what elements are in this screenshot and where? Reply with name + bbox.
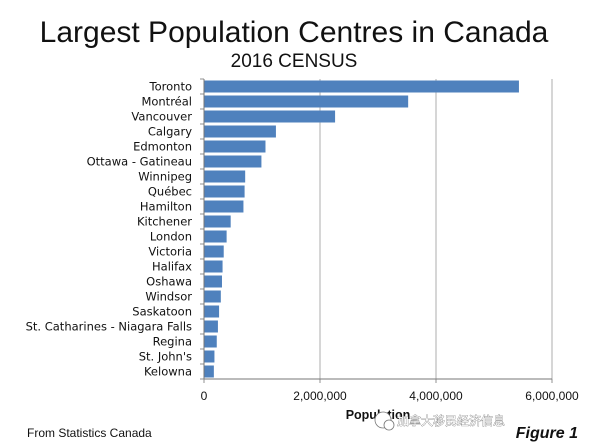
bar-kelowna bbox=[204, 365, 214, 378]
bar-winnipeg bbox=[204, 170, 246, 183]
category-label: Regina bbox=[153, 335, 192, 349]
bar-kitchener bbox=[204, 215, 231, 228]
category-label: Calgary bbox=[148, 125, 192, 139]
category-label: Kelowna bbox=[144, 365, 192, 379]
bar-halifax bbox=[204, 260, 223, 273]
category-label: Oshawa bbox=[146, 275, 192, 289]
bar-regina bbox=[204, 335, 217, 348]
source-note: From Statistics Canada bbox=[27, 426, 152, 440]
bar-qu-bec bbox=[204, 185, 245, 198]
bar-st-catharines-niagara-falls bbox=[204, 320, 218, 333]
category-label: Ottawa - Gatineau bbox=[87, 155, 192, 169]
category-label: Edmonton bbox=[133, 140, 192, 154]
category-label: Victoria bbox=[148, 245, 192, 259]
bar-saskatoon bbox=[204, 305, 220, 318]
x-tick-label: 6,000,000 bbox=[525, 389, 579, 403]
wechat-icon-bubble bbox=[383, 419, 395, 431]
figure-label: Figure 1 bbox=[516, 425, 578, 442]
category-label: Windsor bbox=[145, 290, 192, 304]
category-label: Montréal bbox=[141, 95, 192, 109]
bar-windsor bbox=[204, 290, 221, 303]
category-label: Québec bbox=[148, 185, 192, 199]
category-label: Saskatoon bbox=[132, 305, 192, 319]
x-tick-label: 4,000,000 bbox=[409, 389, 463, 403]
bar-edmonton bbox=[204, 140, 266, 153]
bar-oshawa bbox=[204, 275, 222, 288]
watermark-text: 加拿大移民经济信息 bbox=[397, 413, 505, 428]
x-axis: 0 2,000,000 4,000,000 6,000,000 bbox=[200, 78, 579, 403]
bar-ottawa-gatineau bbox=[204, 155, 262, 168]
category-labels: TorontoMontréalVancouverCalgaryEdmontonO… bbox=[26, 80, 193, 379]
category-label: Toronto bbox=[149, 80, 192, 94]
bar-vancouver bbox=[204, 110, 336, 123]
watermark: 加拿大移民经济信息 bbox=[374, 411, 505, 431]
bar-toronto bbox=[204, 80, 519, 93]
category-label: Winnipeg bbox=[138, 170, 192, 184]
bars bbox=[204, 80, 519, 378]
category-label: Hamilton bbox=[140, 200, 192, 214]
category-label: Vancouver bbox=[131, 110, 192, 124]
x-tick-label: 0 bbox=[201, 389, 208, 403]
bar-montr-al bbox=[204, 95, 409, 108]
category-label: Kitchener bbox=[137, 215, 192, 229]
bar-st-john-s bbox=[204, 350, 215, 363]
bar-calgary bbox=[204, 125, 276, 138]
x-tick-label: 2,000,000 bbox=[293, 389, 347, 403]
bar-hamilton bbox=[204, 200, 244, 213]
category-label: St. Catharines - Niagara Falls bbox=[26, 320, 192, 334]
bar-victoria bbox=[204, 245, 224, 258]
gridlines bbox=[319, 79, 553, 379]
category-label: London bbox=[150, 230, 192, 244]
bar-london bbox=[204, 230, 227, 243]
category-label: Halifax bbox=[152, 260, 192, 274]
chart-title: Largest Population Centres in Canada bbox=[40, 16, 549, 49]
category-label: St. John's bbox=[139, 350, 192, 364]
chart-subtitle: 2016 CENSUS bbox=[231, 51, 358, 72]
